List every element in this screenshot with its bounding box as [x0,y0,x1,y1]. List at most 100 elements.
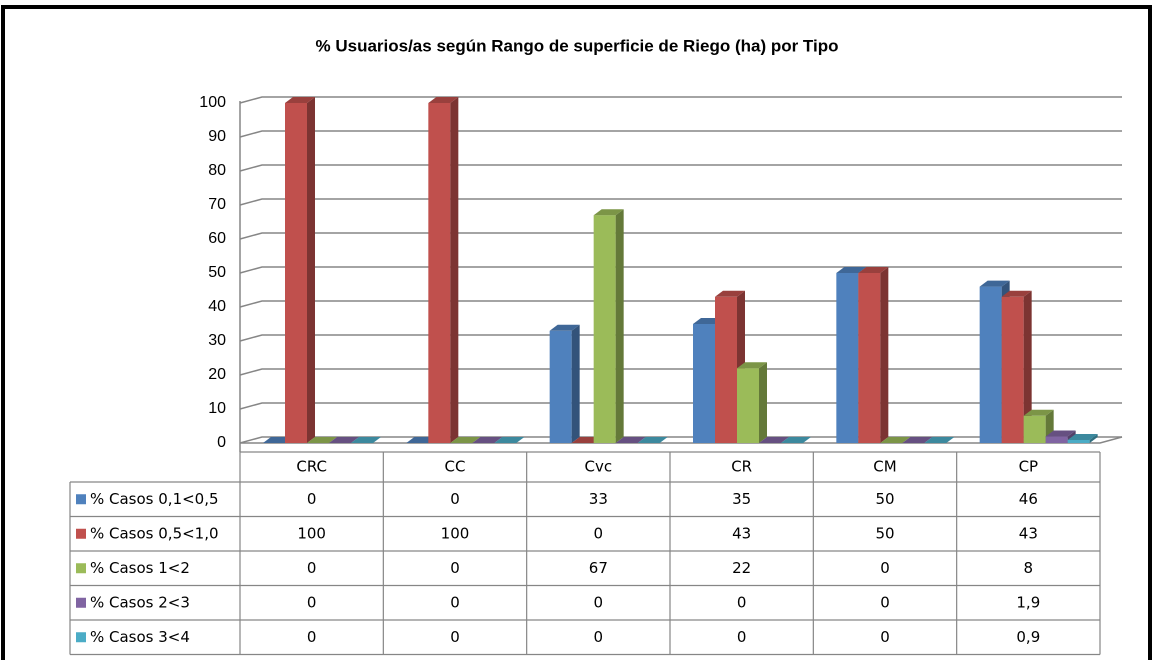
bar-top [307,437,337,443]
table-cell: 33 [589,490,608,508]
grid-line [239,198,1122,206]
bar-top [329,437,359,443]
bar-front [1067,439,1090,443]
bar [593,209,624,443]
bar-side [759,362,767,443]
grid-line [239,232,1122,240]
bar [880,437,911,443]
bar-side [1089,433,1098,443]
table-cell: 0 [307,593,317,611]
table-cell: 50 [875,524,894,542]
bar-top [979,280,1010,287]
legend-key [76,632,86,643]
y-tick-label: 0 [217,434,226,451]
bar-top [351,437,381,443]
floor [240,436,1123,444]
table-cell: 0 [307,628,317,646]
bar-front [428,103,451,443]
bar [285,97,315,443]
bar-top [715,290,745,297]
bar-side [880,267,889,443]
bar-front [1001,296,1024,443]
table-cell: 0,9 [1016,628,1040,646]
bar [1001,290,1032,443]
bar-top [1067,433,1098,440]
bar [450,437,481,443]
legend-label: % Casos 1<2 [90,559,190,577]
grid-line [239,436,1122,444]
bar-top [1001,290,1032,297]
grid-line [239,300,1122,308]
bar-top [858,267,889,273]
table-cell: 35 [732,490,751,508]
bar-front [593,215,616,443]
y-tick-label: 20 [208,366,226,383]
bar-top [285,97,315,103]
bar [472,437,503,443]
table-cell: 0 [307,559,317,577]
bar-side [571,324,580,443]
table-cell: 0 [450,593,460,611]
bar [307,437,337,443]
grid-line [239,96,1122,104]
bar [737,362,767,443]
table-cell: 0 [737,593,747,611]
bar-top [637,437,668,443]
bar-front [979,286,1002,443]
bar-side [1023,290,1032,443]
bar [637,437,668,443]
table-cell: 0 [880,559,890,577]
x-tick-label: CP [1019,458,1039,476]
bar-top [494,437,525,443]
y-tick-label: 50 [208,264,226,281]
bar [902,437,933,443]
bar-top [836,267,867,273]
bar-top [472,437,503,443]
bar-top [1045,430,1076,437]
bar-top [781,437,811,443]
table-cell: 100 [297,524,326,542]
bar [1067,433,1098,443]
bar [858,267,889,443]
bar [924,437,955,443]
table-cell: 43 [732,524,751,542]
bar-top [902,437,933,443]
chart-title: % Usuarios/as según Rango de superficie … [316,36,839,55]
bar [615,437,646,443]
grid-line [239,368,1122,376]
bar-top [549,324,580,331]
bar-top [593,209,624,216]
bar-front [1045,436,1068,443]
grid-line [239,130,1122,138]
bar [759,437,789,443]
bar [351,437,381,443]
y-tick-label: 100 [199,94,226,111]
bar [494,437,525,443]
table-cell: 0 [737,628,747,646]
y-tick-label: 60 [208,230,226,247]
table-cell: 8 [1024,559,1034,577]
table-cell: 0 [594,628,604,646]
bar-front [715,296,737,443]
bar [781,437,811,443]
table-cell: 0 [880,628,890,646]
table-cell: 43 [1019,524,1038,542]
bar [329,437,359,443]
x-tick-label: CRC [296,458,327,476]
bar-top [880,437,911,443]
bar [549,324,580,443]
bar-top [1023,409,1054,416]
bar-top [759,437,789,443]
y-tick-label: 40 [208,298,226,315]
legend-label: % Casos 3<4 [90,628,190,646]
bar-front [549,330,572,443]
table-cell: 67 [589,559,608,577]
bar-side [615,209,624,443]
legend-label: % Casos 0,5<1,0 [90,524,219,542]
table-cell: 0 [307,490,317,508]
table-cell: 0 [450,628,460,646]
legend-key [76,597,86,608]
table-cell: 22 [732,559,751,577]
bar-side [450,97,459,443]
